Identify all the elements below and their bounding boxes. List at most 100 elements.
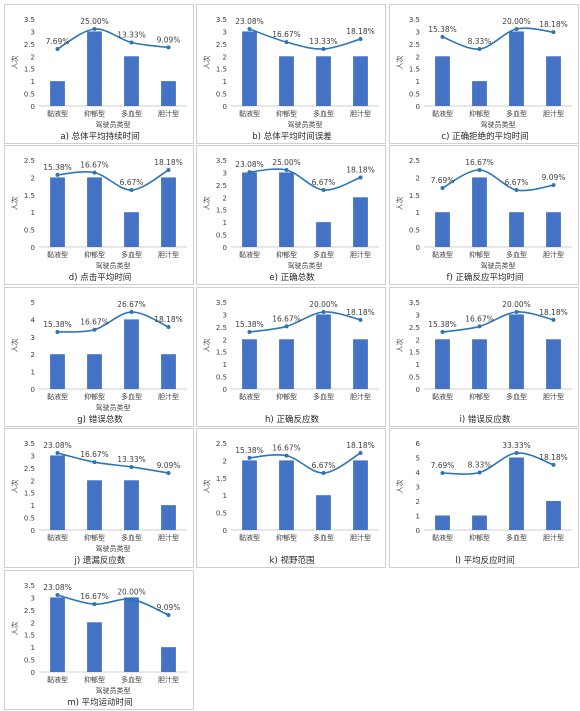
- percent-point: [440, 34, 445, 39]
- percent-point: [477, 168, 482, 172]
- bar: [50, 354, 65, 389]
- percent-point: [551, 183, 556, 188]
- bar: [546, 339, 561, 389]
- percent-point: [284, 324, 289, 329]
- y-tick-label: 1.5: [24, 632, 35, 640]
- percent-point: [166, 325, 171, 330]
- percent-point: [55, 47, 60, 51]
- percent-point: [514, 188, 519, 192]
- y-tick-label: 0.5: [216, 232, 227, 240]
- chart-panel: 0 0.5 1 1.5 2 2.5 人次 黏液型 抑郁型 多血型 胆汁型 15.38% 16.67% 6.…: [196, 428, 386, 568]
- percent-label: 8.33%: [468, 461, 492, 470]
- y-tick-label: 2.5: [409, 324, 420, 332]
- percent-label: 16.67%: [272, 444, 301, 453]
- bar: [124, 597, 139, 672]
- bar: [353, 197, 368, 247]
- y-tick-label: 1.5: [24, 192, 35, 200]
- x-tick-label: 多血型: [506, 250, 527, 259]
- chart-caption: b) 总体平均时间误差: [252, 131, 331, 142]
- y-tick-label: 1: [31, 209, 35, 217]
- chart-caption: a) 总体平均持续时间: [60, 131, 139, 142]
- y-tick-label: 3.5: [24, 582, 35, 590]
- percent-point: [284, 40, 289, 45]
- percent-label: 16.67%: [80, 318, 109, 327]
- bar: [316, 56, 331, 106]
- percent-label: 20.00%: [502, 17, 531, 26]
- bar: [472, 177, 487, 247]
- bar: [316, 495, 331, 530]
- bar: [50, 455, 65, 530]
- y-tick-label: 2.5: [216, 182, 227, 190]
- x-axis-title: 驾驶员类型: [288, 261, 323, 270]
- percent-point: [321, 310, 326, 314]
- bar: [50, 177, 65, 247]
- x-tick-label: 胆汁型: [158, 109, 179, 118]
- x-tick-label: 抑郁型: [469, 250, 490, 259]
- y-tick-label: 2: [31, 53, 35, 61]
- y-tick-label: 0: [223, 244, 227, 252]
- percent-line: [249, 28, 361, 50]
- x-tick-label: 多血型: [506, 109, 527, 118]
- x-tick-label: 抑郁型: [469, 392, 490, 401]
- x-tick-label: 多血型: [121, 675, 142, 684]
- x-tick-label: 胆汁型: [350, 533, 371, 542]
- bar: [124, 319, 139, 389]
- y-tick-label: 1.5: [24, 490, 35, 498]
- x-tick-label: 抑郁型: [276, 392, 297, 401]
- y-tick-label: 0.5: [24, 657, 35, 665]
- y-tick-label: 3.5: [24, 440, 35, 448]
- y-tick-label: 1: [31, 502, 35, 510]
- percent-point: [247, 27, 252, 31]
- percent-label: 18.18%: [346, 27, 375, 36]
- chart-caption: e) 正确总数: [269, 272, 315, 283]
- x-tick-label: 抑郁型: [276, 109, 297, 118]
- percent-label: 6.67%: [312, 461, 336, 470]
- x-tick-label: 黏液型: [239, 109, 260, 118]
- percent-label: 15.38%: [428, 25, 457, 34]
- chart-caption: g) 错误总数: [77, 414, 123, 425]
- percent-point: [514, 451, 519, 455]
- bar: [509, 31, 524, 106]
- percent-point: [55, 172, 60, 177]
- y-tick-label: 3: [416, 484, 420, 492]
- percent-point: [440, 471, 445, 475]
- y-tick-label: 1.5: [409, 66, 420, 74]
- percent-line: [249, 452, 361, 474]
- bar: [435, 339, 450, 389]
- y-tick-label: 0.5: [24, 515, 35, 523]
- x-axis-title: 驾驶员类型: [288, 120, 323, 129]
- bar: [509, 212, 524, 247]
- bar: [242, 172, 257, 247]
- bar: [279, 56, 294, 106]
- bar: [546, 56, 561, 106]
- x-tick-label: 抑郁型: [84, 109, 105, 118]
- x-tick-label: 抑郁型: [84, 533, 105, 542]
- percent-label: 23.08%: [43, 583, 72, 592]
- percent-point: [247, 455, 252, 460]
- percent-label: 18.18%: [346, 308, 375, 317]
- percent-point: [440, 330, 445, 334]
- bar: [509, 457, 524, 530]
- y-tick-label: 0.5: [216, 91, 227, 99]
- percent-label: 18.18%: [539, 308, 568, 317]
- chart-caption: d) 点击平均时间: [69, 272, 131, 283]
- y-axis-title: 人次: [202, 480, 211, 494]
- chart-caption: k) 视野范围: [270, 555, 315, 566]
- percent-point: [129, 310, 134, 314]
- chart-caption: c) 正确拒绝的平均时间: [441, 131, 528, 142]
- x-tick-label: 胆汁型: [158, 250, 179, 259]
- x-tick-label: 抑郁型: [276, 533, 297, 542]
- percent-point: [166, 471, 171, 475]
- percent-label: 7.69%: [431, 176, 455, 185]
- percent-line: [57, 452, 169, 474]
- y-tick-label: 3.5: [409, 16, 420, 24]
- chart-panel: 0 0.5 1 1.5 2 2.5 3 3.5 人次 黏液型 抑郁型 多血型 胆汁型 驾驶员类型 15.38…: [389, 4, 579, 144]
- x-axis-title: 驾驶员类型: [96, 686, 131, 695]
- percent-point: [440, 185, 445, 190]
- percent-point: [92, 170, 97, 175]
- bar: [435, 515, 450, 530]
- percent-point: [166, 45, 171, 50]
